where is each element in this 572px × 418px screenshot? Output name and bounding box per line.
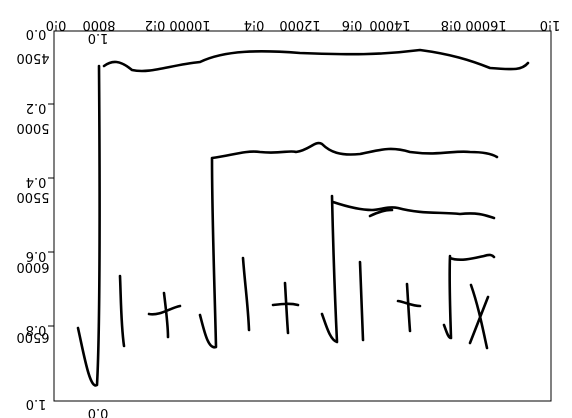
top-tick-label: 0.4 [244,17,265,32]
handwritten-digit-one [358,260,365,342]
handwritten-plus-sign [396,282,422,333]
top-inner-tick-label: 10000 [169,17,210,32]
plot-frame [53,30,552,402]
left-inner-ticks: 4500 5000 5500 6000 6500 [16,50,49,344]
top-inner-tick-label: 8000 [82,17,115,32]
top-inner-ticks: 8000 10000 12000 14000 16000 [82,17,506,32]
handwritten-digit-one [241,256,251,332]
corner-label-top: 1.0 [88,30,109,45]
handwritten-digit-one [118,274,126,348]
handwritten-radical-small [442,253,496,340]
handwritten-radical-middle [198,141,499,349]
top-inner-tick-label: 12000 [279,17,320,32]
left-inner-tick-label: 6500 [16,329,49,344]
left-tick-label: 0.8 [26,322,47,337]
top-inner-tick-label: 14000 [369,17,410,32]
left-inner-tick-label: 4500 [16,50,49,65]
top-tick-label: 0.2 [145,17,166,32]
handwritten-plus-sign [147,291,182,339]
left-tick-label: 0.0 [26,26,47,41]
handwritten-plus-sign [271,281,300,335]
left-inner-tick-label: 6000 [16,259,49,274]
corner-label-bottom: 0.0 [88,405,109,418]
left-frame-ticks: 0.0 0.2 0.4 0.6 0.8 1.0 [26,26,47,411]
left-tick-label: 1.0 [26,396,47,411]
handwritten-radical-inner [320,194,496,344]
top-tick-label: 0.0 [46,17,67,32]
left-tick-label: 0.6 [26,248,47,263]
left-tick-label: 0.2 [26,100,47,115]
top-frame-ticks: 0.0 0.2 0.4 0.6 0.8 1.0 [46,17,561,32]
frame-tick-marks [48,25,551,327]
left-inner-tick-label: 5500 [16,189,49,204]
top-inner-tick-label: 16000 [465,17,506,32]
top-tick-label: 0.6 [342,17,363,32]
left-inner-tick-label: 5000 [16,120,49,135]
handwritten-radical-outer [76,48,530,387]
top-tick-label: 1.0 [540,17,561,32]
handwritten-letter-x [468,283,490,350]
left-tick-label: 0.4 [26,174,47,189]
top-tick-label: 0.8 [441,17,462,32]
